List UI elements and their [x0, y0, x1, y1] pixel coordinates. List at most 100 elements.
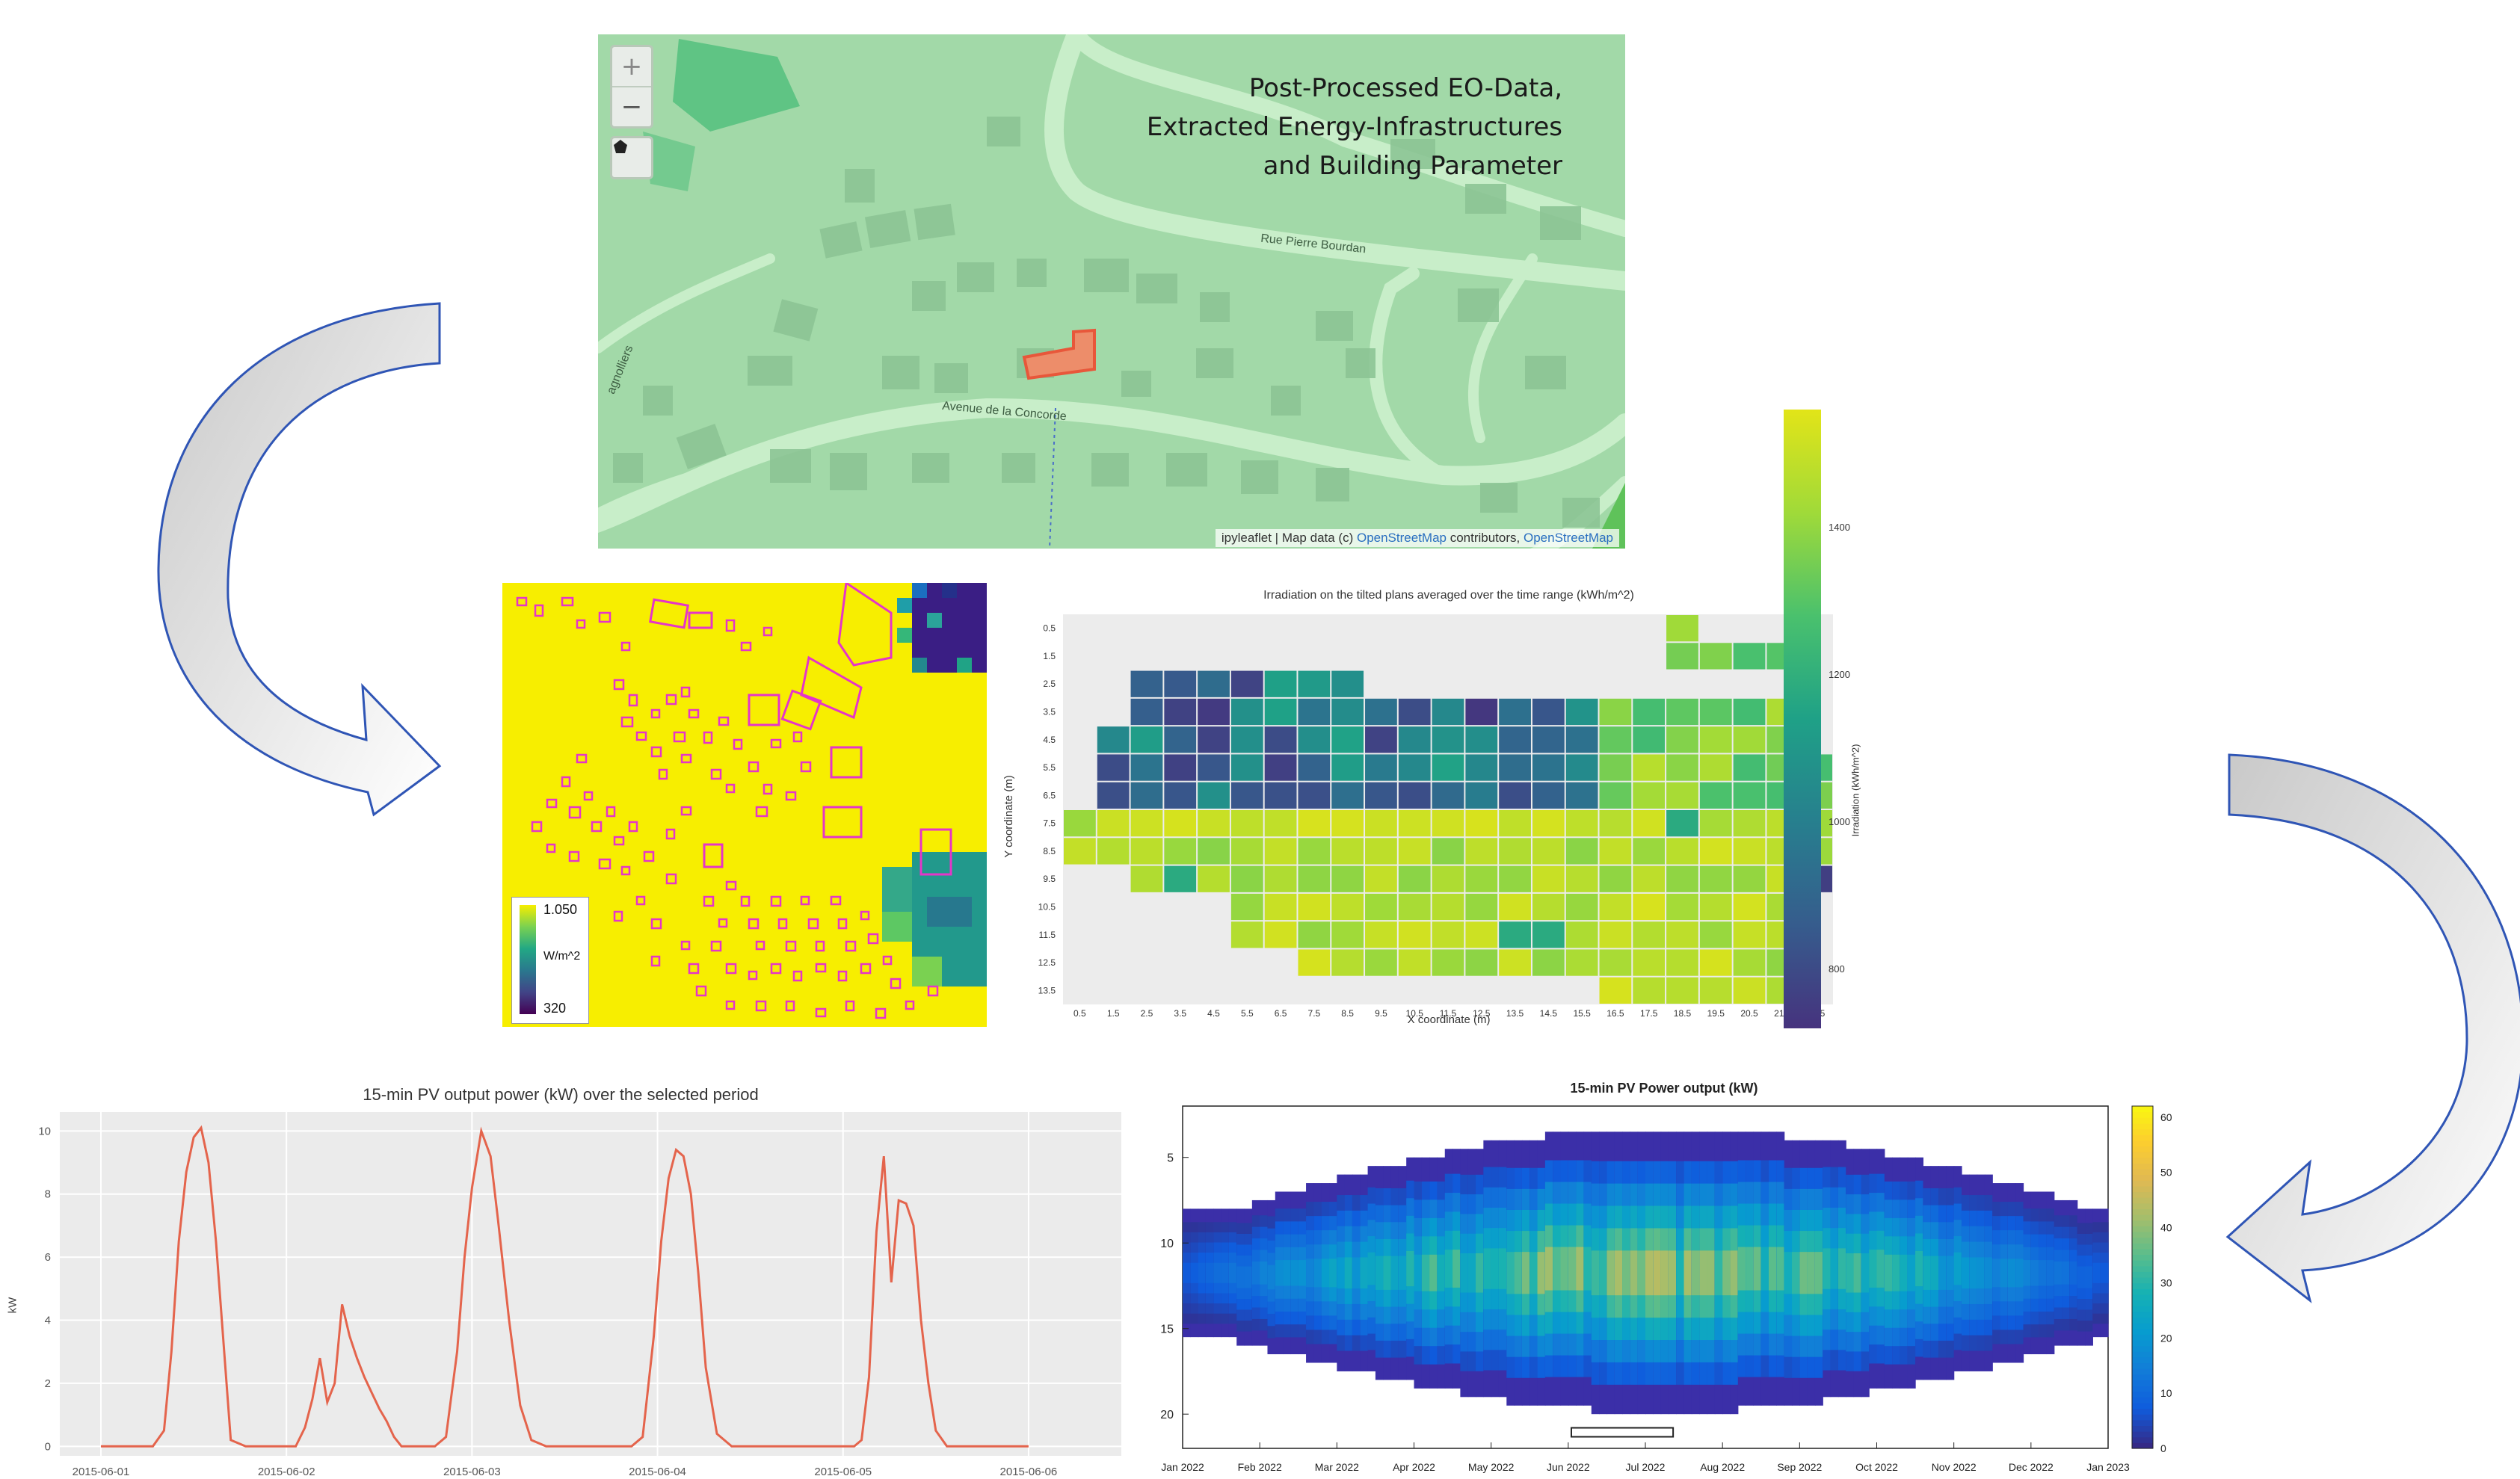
power-band — [1953, 1252, 1962, 1285]
leaflet-map[interactable]: Rue Pierre Bourdan Avenue de la Concorde… — [598, 34, 1625, 549]
x-tick-label: 1.5 — [1107, 1008, 1120, 1019]
heatmap-cell — [1666, 615, 1698, 642]
colorbar-step — [2132, 1123, 2153, 1130]
power-band — [1823, 1248, 1832, 1289]
colorbar-step — [2132, 1146, 2153, 1152]
draw-polygon-button[interactable] — [612, 138, 651, 177]
colorbar-step — [2132, 1106, 2153, 1113]
heatmap-cell — [1298, 782, 1331, 809]
heatmap-cell — [1532, 949, 1565, 976]
x-tick-label: 2015-06-06 — [1000, 1466, 1058, 1478]
heatmap-cell — [1499, 698, 1531, 726]
power-band — [1784, 1252, 1793, 1294]
y-tick-label: 11.5 — [1039, 930, 1056, 940]
colorbar-tick-label: 40 — [2160, 1222, 2172, 1234]
heatmap-cell — [1198, 810, 1230, 837]
power-band — [1622, 1250, 1630, 1296]
heatmap-cell — [1599, 782, 1632, 809]
heatmap-cell — [1633, 921, 1666, 948]
colorbar-step — [2132, 1152, 2153, 1158]
power-band — [2015, 1259, 2024, 1288]
heatmap-cell — [1532, 838, 1565, 865]
x-tick-label: Jun 2022 — [1547, 1461, 1590, 1473]
heatmap-cell — [1565, 838, 1598, 865]
heatmap-cell — [1465, 810, 1498, 837]
heatmap-cell — [1230, 893, 1263, 921]
heatmap-cell — [1699, 698, 1732, 726]
map-title-line: Post-Processed EO-Data, — [1248, 73, 1562, 103]
power-band — [1251, 1261, 1260, 1285]
colorbar-step — [2132, 1208, 2153, 1215]
zoom-out-button[interactable]: − — [620, 92, 643, 122]
y-axis-label: Y coordinate (m) — [1002, 775, 1015, 858]
heatmap-cell — [1465, 698, 1498, 726]
heatmap-cell — [1164, 782, 1197, 809]
heatmap-cell — [1733, 949, 1766, 976]
colorbar-tick-label: 0 — [2160, 1442, 2166, 1454]
power-band — [1837, 1248, 1846, 1289]
heatmap-cell — [1633, 754, 1666, 781]
power-band — [2062, 1261, 2071, 1285]
y-tick-label: 12.5 — [1038, 957, 1056, 968]
colorbar-tick-label: 60 — [2160, 1111, 2172, 1123]
power-band — [1714, 1250, 1723, 1296]
y-tick-label: 2 — [45, 1377, 51, 1390]
heatmap-cell — [1164, 754, 1197, 781]
colorbar-tick-label: 30 — [2160, 1276, 2172, 1288]
heatmap-cell — [1565, 754, 1598, 781]
osm-link[interactable]: OpenStreetMap — [1356, 531, 1447, 545]
colorbar-step — [2132, 1425, 2153, 1432]
heatmap-cell — [1699, 643, 1732, 670]
legend-min: 320 — [543, 1001, 567, 1016]
heatmap-cell — [1365, 838, 1397, 865]
power-band — [1275, 1260, 1284, 1286]
heatmap-cell — [1532, 893, 1565, 921]
heatmap-cell — [1465, 782, 1498, 809]
heatmap-cell — [1565, 949, 1598, 976]
heatmap-cell — [1365, 810, 1397, 837]
power-band — [1390, 1256, 1399, 1290]
power-band — [1406, 1250, 1415, 1287]
x-tick-label: 3.5 — [1174, 1008, 1186, 1019]
heatmap-cell — [1331, 810, 1364, 837]
heatmap-cell — [1164, 838, 1197, 865]
power-band — [1869, 1250, 1878, 1288]
power-band — [1753, 1247, 1762, 1291]
colorbar-step — [2132, 1436, 2153, 1443]
colorbar-step — [2132, 1334, 2153, 1341]
y-tick-label: 20 — [1160, 1409, 1174, 1421]
power-band — [2054, 1261, 2062, 1285]
heatmap-cell — [1230, 810, 1263, 837]
power-band — [1606, 1250, 1615, 1296]
power-band — [1467, 1253, 1476, 1293]
power-band — [1961, 1257, 1970, 1289]
heatmap-cell — [1666, 810, 1698, 837]
y-tick-label: 4 — [45, 1315, 51, 1327]
heatmap-cell — [1699, 754, 1732, 781]
x-tick-label: Apr 2022 — [1393, 1461, 1435, 1473]
heatmap-cell — [1097, 782, 1130, 809]
colorbar-step — [2132, 1220, 2153, 1226]
power-band — [1514, 1252, 1523, 1294]
colorbar-step — [2132, 1282, 2153, 1289]
heatmap-cell — [1465, 921, 1498, 948]
heatmap-cell — [1532, 754, 1565, 781]
heatmap-cell — [1599, 838, 1632, 865]
heatmap-cell — [1331, 698, 1364, 726]
colorbar-step — [2132, 1374, 2153, 1380]
colorbar-step — [2132, 1117, 2153, 1124]
colorbar-step — [2132, 1191, 2153, 1198]
heatmap-cell — [1532, 698, 1565, 726]
heatmap-cell — [1633, 893, 1666, 921]
colorbar-tick: 1400 — [1829, 521, 1850, 533]
colorbar-step — [2132, 1243, 2153, 1250]
colorbar-step — [2132, 1328, 2153, 1335]
zoom-in-button[interactable]: + — [612, 47, 651, 87]
heatmap-cell — [1365, 754, 1397, 781]
heatmap-cell — [1264, 670, 1297, 697]
osm-link[interactable]: OpenStreetMap — [1523, 531, 1613, 545]
heatmap-cell — [1699, 810, 1732, 837]
power-band — [1807, 1252, 1816, 1294]
power-band — [1683, 1250, 1692, 1296]
power-band — [1746, 1247, 1755, 1291]
